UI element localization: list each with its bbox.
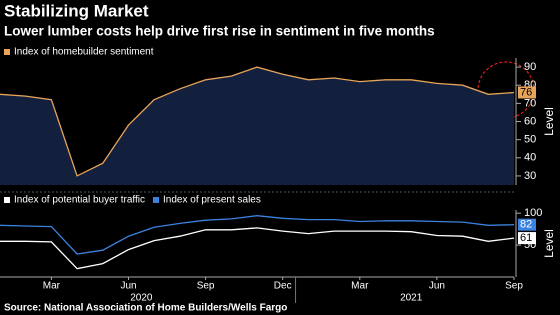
- value-label-box: [518, 218, 536, 231]
- subtitle: Lower lumber costs help drive first rise…: [4, 24, 435, 39]
- value-label: 82: [520, 219, 532, 231]
- value-label-box: [518, 86, 536, 99]
- x-tick-label: Sep: [197, 281, 215, 292]
- y-tick-label: 90: [524, 61, 536, 73]
- y-tick-label: 60: [524, 115, 536, 127]
- x-tick-label: Mar: [43, 281, 61, 292]
- x-group-label: 2020: [130, 293, 153, 304]
- legend-swatch: [153, 197, 160, 203]
- x-group-label: 2021: [400, 293, 423, 304]
- y-axis-label: Level: [542, 107, 556, 136]
- x-tick-label: Mar: [351, 281, 369, 292]
- series-line: [0, 66, 515, 177]
- legend-swatch: [4, 197, 10, 203]
- legend-swatch: [4, 49, 10, 55]
- area: [0, 67, 514, 185]
- value-label: 61: [520, 232, 532, 244]
- y-tick-label: 100: [524, 207, 542, 219]
- series-line: [0, 227, 515, 270]
- source: Source: National Association of Home Bui…: [4, 303, 287, 314]
- legend-label: Index of present sales: [163, 195, 261, 206]
- legend-label: Index of potential buyer traffic: [14, 195, 145, 206]
- value-label-box: [518, 232, 536, 245]
- title: Stabilizing Market: [4, 1, 149, 20]
- y-tick-label: 40: [524, 152, 536, 164]
- y-tick-label: 30: [524, 170, 536, 182]
- x-tick-label: Jun: [120, 281, 136, 292]
- y-tick-label: 70: [524, 97, 536, 109]
- x-tick-label: Jun: [429, 281, 445, 292]
- value-label: 76: [520, 86, 532, 98]
- series-line: [0, 215, 515, 255]
- y-axis-label: Level: [542, 229, 556, 258]
- x-tick-label: Sep: [505, 281, 523, 292]
- y-tick-label: 50: [524, 134, 536, 146]
- x-tick-label: Dec: [274, 281, 292, 292]
- legend-label: Index of homebuilder sentiment: [14, 47, 154, 58]
